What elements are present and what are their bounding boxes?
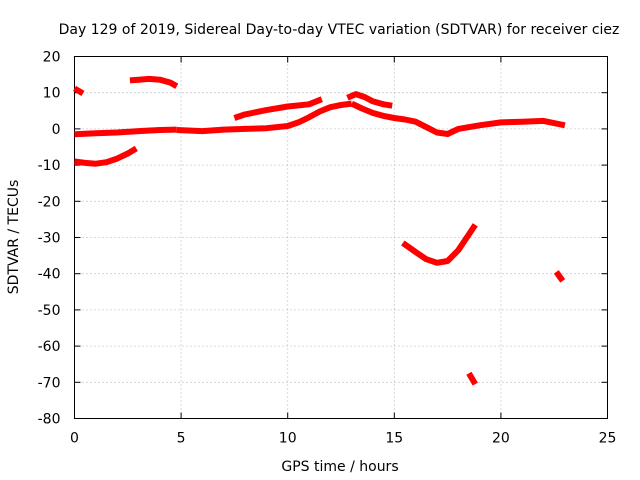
x-tick-label: 15 — [385, 431, 403, 447]
y-tick-label: -70 — [38, 375, 61, 391]
y-tick-label: -40 — [38, 267, 61, 283]
y-tick-label: -30 — [38, 231, 61, 247]
y-axis-title: SDTVAR / TECUs — [6, 180, 22, 295]
series-arc-6 — [233, 96, 323, 121]
y-tick-label: -60 — [38, 339, 61, 355]
y-tick-label: 20 — [43, 50, 61, 66]
series-arc-11 — [553, 270, 566, 283]
x-tick-label: 25 — [599, 431, 617, 447]
y-tick-label: -50 — [38, 303, 61, 319]
series-arc-4 — [129, 75, 179, 89]
grid-lines — [74, 56, 608, 419]
chart-title: Day 129 of 2019, Sidereal Day-to-day VTE… — [59, 22, 620, 38]
y-tick-label: -20 — [38, 194, 61, 210]
y-tick-label: -10 — [38, 158, 61, 174]
series-arc-10 — [466, 371, 478, 386]
y-tick-label: 0 — [52, 122, 61, 138]
x-axis-title: GPS time / hours — [281, 459, 398, 475]
series-arc-1 — [72, 85, 85, 96]
x-tick-label: 0 — [70, 431, 79, 447]
series-arc-5 — [176, 100, 353, 135]
series-arc-7 — [346, 91, 393, 109]
y-tick-label: 10 — [43, 86, 61, 102]
data-series — [72, 75, 566, 386]
x-tick-label: 20 — [492, 431, 510, 447]
series-arc-8 — [350, 100, 566, 137]
x-tick-label: 10 — [279, 431, 297, 447]
series-arc-3 — [74, 126, 177, 138]
series-arc-2 — [74, 145, 138, 167]
plot-frame — [74, 56, 608, 419]
x-tick-label: 5 — [177, 431, 186, 447]
axis-ticks: 0 5 10 15 20 25 20 10 0 -10 -20 -30 -40 -50 -60 -70 -80 — [38, 50, 617, 447]
y-tick-label: -80 — [38, 412, 61, 428]
series-arc-9 — [401, 223, 478, 266]
